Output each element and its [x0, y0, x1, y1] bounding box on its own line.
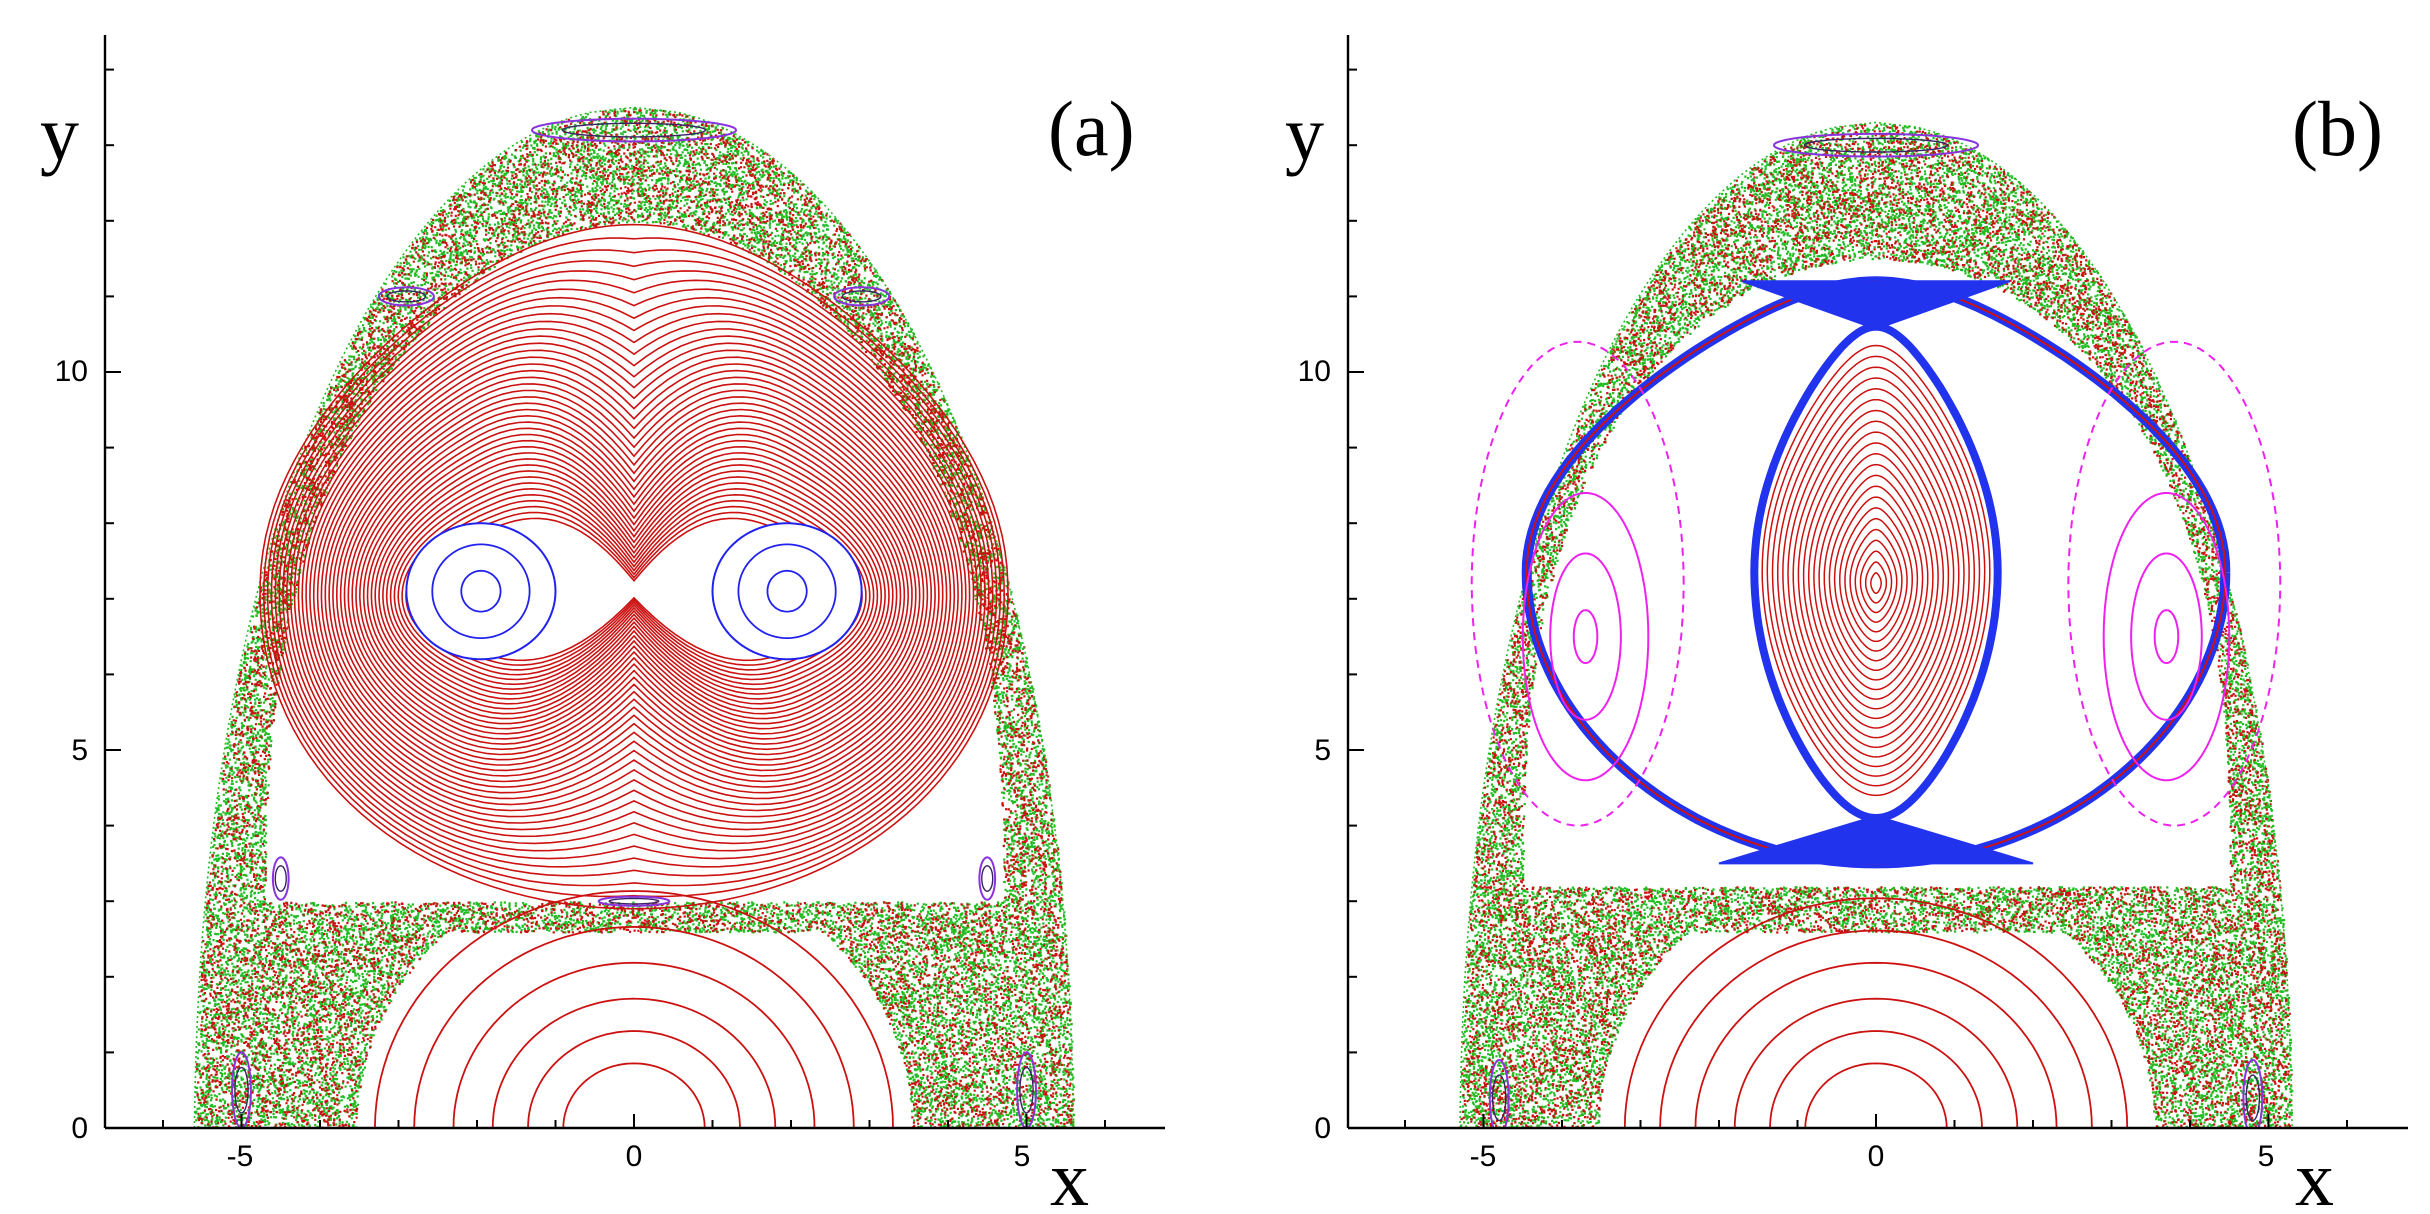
panel-b-y-axis-label: y: [1285, 90, 1324, 177]
panel-b-x-axis-label: x: [2295, 1135, 2334, 1214]
panel-a-y-tick-label: 5: [71, 734, 88, 767]
panel-b-y-tick-label: 0: [1314, 1112, 1331, 1145]
panel-a-x-tick-label: 5: [1014, 1140, 1031, 1173]
panel-a-label: (a): [1048, 85, 1135, 172]
panel-a-y-tick-label: 0: [71, 1112, 88, 1145]
resonance-island-core: [982, 866, 993, 891]
lower-invariant-arc: [1660, 931, 2092, 1129]
lower-invariant-arc: [1696, 963, 2057, 1128]
panel-b-x-tick-label: 0: [1868, 1140, 1885, 1173]
panel-b-y-tick-label: 10: [1298, 355, 1331, 388]
panel-a-x-axis-label: x: [1050, 1135, 1089, 1214]
lower-invariant-arc: [414, 927, 854, 1128]
panel-a-x-tick-label: -5: [227, 1140, 254, 1173]
panel-b-label: (b): [2292, 85, 2383, 172]
resonance-island-core: [275, 866, 286, 891]
panel-a-x-tick-label: 0: [626, 1140, 643, 1173]
side-island-curve: [2104, 493, 2230, 780]
side-island-curve: [1574, 610, 1598, 663]
panel-a-plot: -5 0 5 0 5 10 y x (a): [40, 35, 1165, 1214]
lower-invariant-arc: [528, 1031, 740, 1128]
side-island-curve: [1523, 493, 1649, 780]
invariant-curve: [302, 329, 966, 817]
hourglass-bottom: [1719, 818, 2033, 863]
panel-b-y-tick-label: 5: [1314, 734, 1331, 767]
side-island-curve: [1550, 554, 1621, 720]
side-island-curve: [2155, 610, 2179, 663]
panel-b-plot: -5 0 5 0 5 10 y x (b): [1285, 35, 2408, 1214]
side-island-dashed: [2068, 342, 2280, 826]
panel-b-x-tick-label: 5: [2258, 1140, 2275, 1173]
lower-invariant-arc: [454, 963, 815, 1128]
side-island-curve: [2131, 554, 2202, 720]
lower-invariant-arc: [1770, 1031, 1982, 1128]
panel-b-x-tick-label: -5: [1470, 1140, 1497, 1173]
panel-a-y-axis-label: y: [40, 90, 79, 177]
panel-a-y-tick-label: 10: [55, 355, 88, 388]
